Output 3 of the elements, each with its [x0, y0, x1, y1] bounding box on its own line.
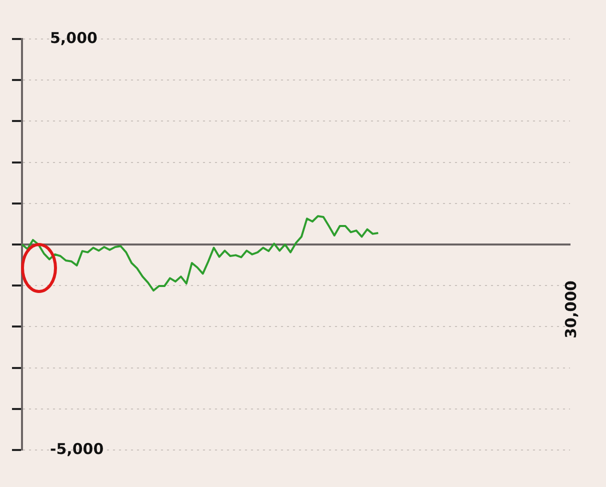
- y-tick-label: 5,000: [50, 28, 98, 47]
- y-tick-label: -5,000: [50, 440, 104, 458]
- annotation: 30,000: [562, 280, 580, 338]
